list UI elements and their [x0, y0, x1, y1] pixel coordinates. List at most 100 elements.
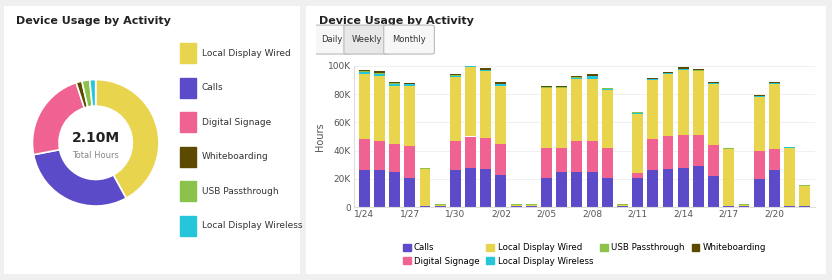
Bar: [632, 178, 643, 207]
Bar: [587, 74, 597, 76]
Bar: [180, 113, 196, 132]
Wedge shape: [82, 80, 92, 107]
Bar: [374, 74, 385, 76]
Bar: [465, 65, 476, 66]
Bar: [678, 135, 689, 168]
Bar: [526, 204, 537, 205]
Bar: [389, 172, 400, 207]
Bar: [480, 68, 491, 70]
Bar: [647, 79, 658, 80]
Bar: [800, 206, 810, 207]
FancyBboxPatch shape: [344, 25, 391, 54]
Bar: [602, 148, 612, 178]
Bar: [557, 172, 567, 207]
Bar: [572, 141, 582, 172]
Bar: [541, 88, 552, 148]
Bar: [739, 205, 750, 206]
Bar: [587, 141, 597, 172]
Text: Calls: Calls: [202, 83, 224, 92]
Bar: [450, 75, 461, 76]
Bar: [404, 146, 415, 178]
Bar: [739, 206, 750, 207]
Bar: [602, 90, 612, 148]
Bar: [180, 181, 196, 201]
Bar: [480, 138, 491, 169]
Bar: [404, 86, 415, 146]
Bar: [557, 88, 567, 148]
Wedge shape: [33, 150, 126, 206]
Bar: [496, 86, 507, 144]
Bar: [465, 66, 476, 67]
Bar: [708, 83, 719, 84]
Bar: [693, 71, 704, 135]
Bar: [662, 74, 673, 136]
Bar: [465, 136, 476, 168]
Bar: [647, 171, 658, 207]
Text: Local Display Wireless: Local Display Wireless: [202, 221, 302, 230]
Bar: [389, 83, 400, 84]
Bar: [693, 69, 704, 70]
Bar: [389, 144, 400, 172]
Bar: [784, 147, 795, 148]
Bar: [404, 85, 415, 86]
Bar: [496, 84, 507, 85]
Bar: [180, 43, 196, 63]
Bar: [511, 206, 522, 207]
Bar: [511, 204, 522, 205]
Bar: [693, 135, 704, 166]
Bar: [450, 171, 461, 207]
Bar: [480, 169, 491, 207]
Bar: [662, 72, 673, 73]
Wedge shape: [32, 83, 84, 155]
Bar: [800, 185, 810, 186]
Bar: [450, 77, 461, 141]
Bar: [404, 178, 415, 207]
Bar: [374, 76, 385, 141]
Bar: [434, 206, 446, 207]
Bar: [572, 172, 582, 207]
Bar: [769, 84, 780, 149]
Bar: [723, 149, 735, 206]
Bar: [678, 70, 689, 135]
Bar: [434, 204, 446, 205]
FancyBboxPatch shape: [313, 25, 351, 54]
Legend: Calls, Digital Signage, Local Display Wired, Local Display Wireless, USB Passthr: Calls, Digital Signage, Local Display Wi…: [399, 240, 770, 269]
Text: 2.10M: 2.10M: [72, 131, 120, 145]
Bar: [632, 113, 643, 114]
Bar: [723, 148, 735, 149]
Bar: [541, 178, 552, 207]
Bar: [572, 76, 582, 77]
Bar: [359, 70, 369, 71]
Bar: [693, 166, 704, 207]
Bar: [557, 148, 567, 172]
Bar: [465, 64, 476, 65]
Bar: [662, 169, 673, 207]
Bar: [389, 86, 400, 144]
Bar: [678, 69, 689, 70]
Bar: [496, 82, 507, 84]
Bar: [587, 76, 597, 78]
Bar: [450, 141, 461, 171]
Text: Local Display Wired: Local Display Wired: [202, 49, 290, 58]
Bar: [557, 87, 567, 88]
Bar: [769, 82, 780, 83]
Bar: [632, 114, 643, 173]
Bar: [572, 78, 582, 141]
Bar: [662, 73, 673, 74]
Bar: [496, 85, 507, 86]
FancyBboxPatch shape: [1, 3, 303, 277]
Bar: [434, 205, 446, 206]
FancyBboxPatch shape: [301, 3, 831, 277]
Y-axis label: Hours: Hours: [315, 122, 325, 151]
Wedge shape: [77, 81, 87, 108]
Bar: [678, 67, 689, 69]
Bar: [404, 83, 415, 84]
Bar: [496, 144, 507, 175]
Bar: [359, 74, 369, 139]
Bar: [708, 176, 719, 207]
Bar: [587, 172, 597, 207]
Bar: [723, 206, 735, 207]
Bar: [389, 84, 400, 86]
Bar: [754, 179, 765, 207]
Text: Whiteboarding: Whiteboarding: [202, 152, 269, 161]
